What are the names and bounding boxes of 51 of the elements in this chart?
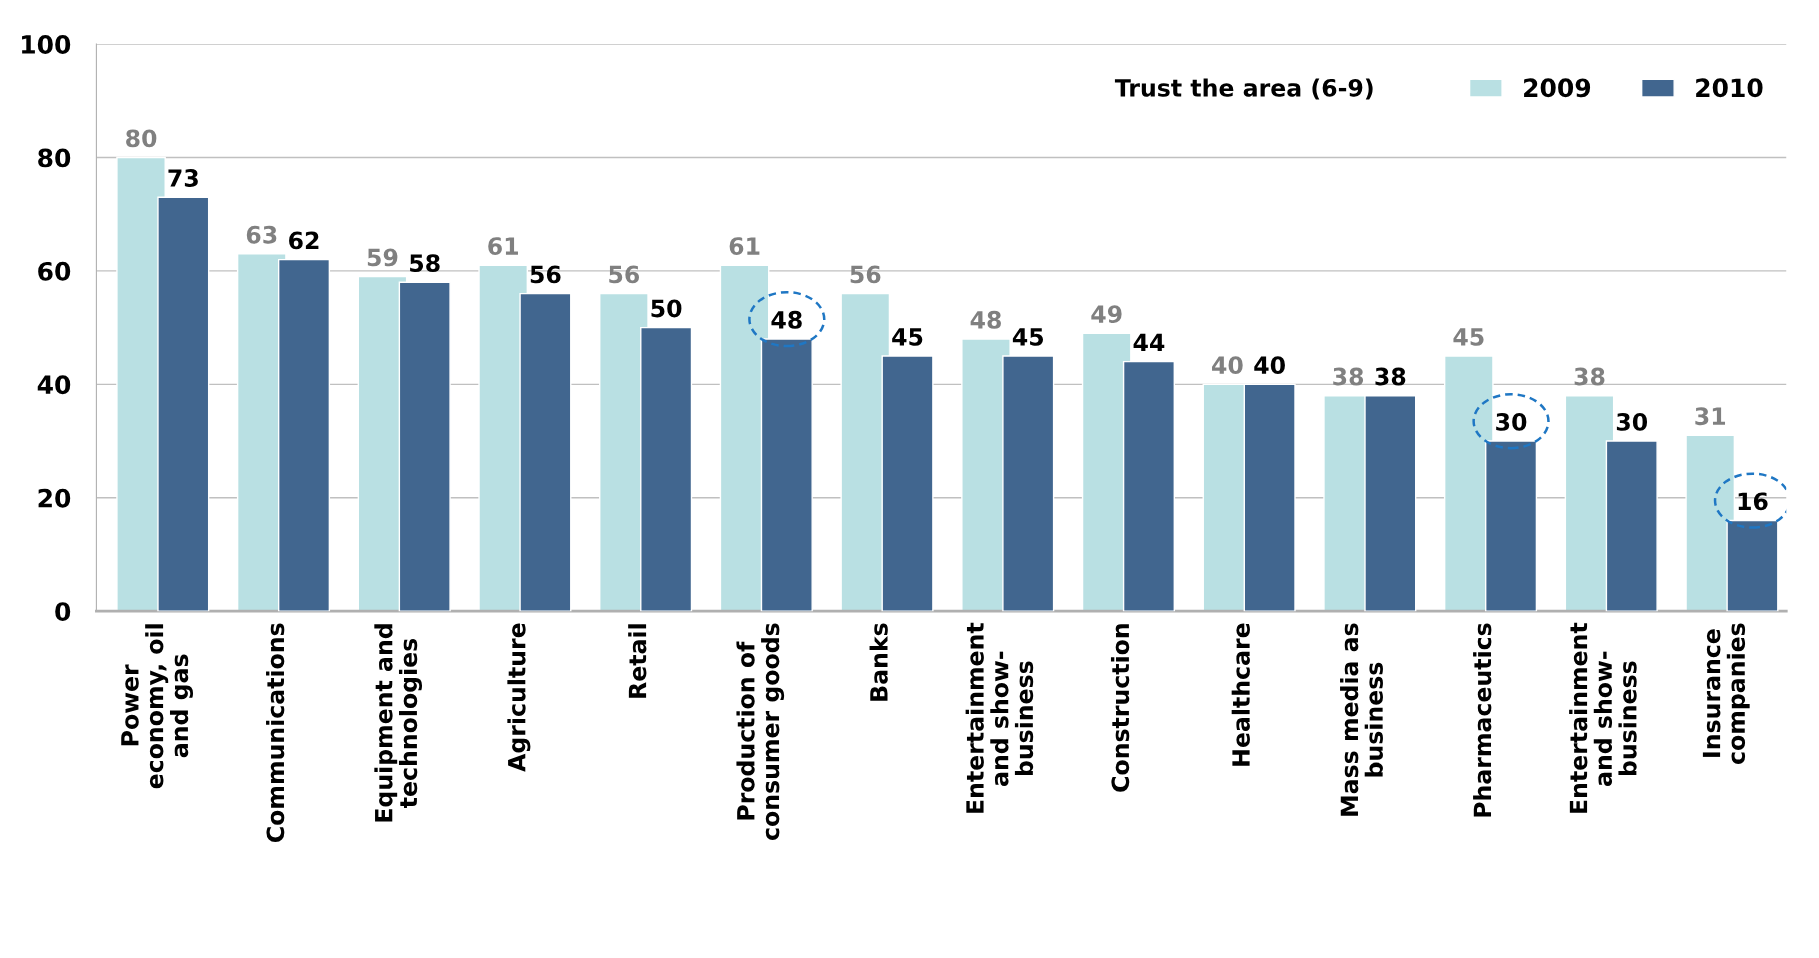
data-label: 56 (609, 265, 640, 284)
legend-label: 2009 (1524, 78, 1591, 98)
data-label: 56 (530, 265, 561, 284)
x-tick-label: Power economy, oil and gas (121, 624, 194, 789)
x-tick-label: Mass media as business (1340, 623, 1383, 816)
data-label: 45 (1453, 328, 1484, 346)
y-tick-label: 20 (38, 488, 71, 508)
data-label: 59 (367, 248, 398, 267)
data-label: 40 (1254, 356, 1285, 375)
data-label: 40 (1212, 356, 1243, 375)
data-label: 48 (970, 310, 1001, 329)
data-label: 31 (1695, 407, 1726, 426)
data-label: 50 (651, 299, 682, 318)
data-label: 16 (1738, 492, 1768, 511)
data-label: 45 (892, 328, 923, 346)
data-label: 63 (246, 225, 277, 244)
y-tick-label: 100 (22, 35, 71, 54)
data-label: 73 (168, 169, 198, 187)
x-tick-label: Healthcare (1231, 623, 1250, 766)
x-tick-label: Retail (628, 624, 647, 698)
x-tick-label: Pharmaceutics (1473, 623, 1492, 817)
data-label: 61 (729, 237, 760, 256)
legend-label: 2010 (1696, 78, 1763, 98)
data-label: 45 (1012, 328, 1044, 346)
y-tick-label: 0 (55, 602, 71, 622)
data-label: 62 (289, 231, 319, 250)
data-label: 38 (1574, 367, 1605, 386)
y-tick-label: 80 (38, 148, 71, 168)
data-label: 30 (1496, 412, 1527, 431)
data-label: 38 (1375, 367, 1406, 386)
data-label: 44 (1133, 333, 1165, 352)
x-tick-label: Insurance companies (1702, 623, 1750, 764)
x-tick-label: Entertainment and show- business (1569, 622, 1637, 813)
data-label: 48 (771, 310, 802, 329)
x-tick-label: Banks (869, 623, 888, 701)
y-tick-label: 60 (38, 261, 71, 281)
x-tick-label: Production of consumer goods (736, 623, 785, 840)
x-tick-label: Construction (1110, 624, 1130, 792)
x-tick-label: Equipment and technologies (374, 624, 423, 822)
data-label: 30 (1616, 412, 1648, 431)
data-label: 58 (410, 254, 440, 273)
data-label: 38 (1333, 367, 1364, 386)
legend-title: Trust the area (6-9) (1114, 78, 1373, 100)
data-label: 80 (126, 129, 157, 148)
data-label: 61 (488, 237, 518, 256)
x-tick-label: Communications (266, 623, 285, 842)
x-tick-label: Agriculture (507, 623, 531, 772)
data-label: 49 (1091, 305, 1122, 324)
x-tick-label: Entertainment and show- business (965, 622, 1034, 813)
y-tick-label: 40 (37, 375, 71, 395)
data-label: 56 (850, 265, 881, 284)
